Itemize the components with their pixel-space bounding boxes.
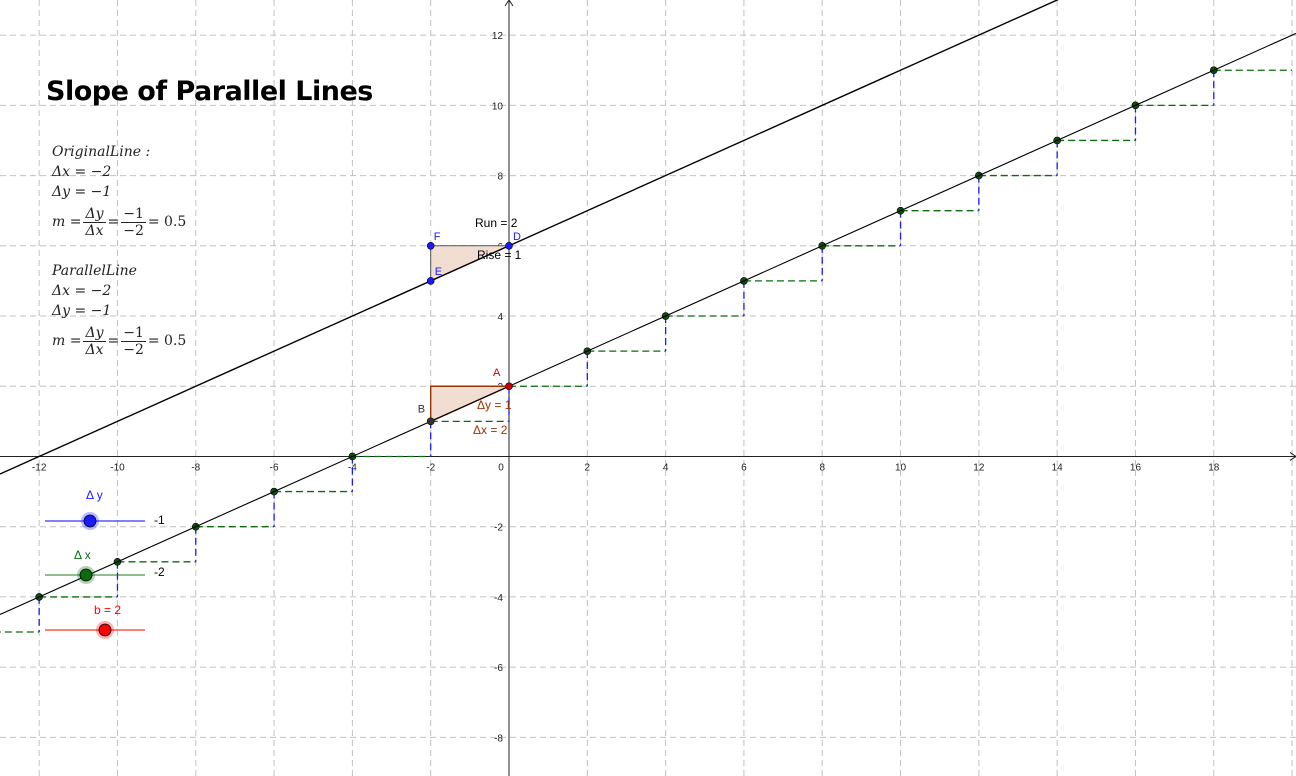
slider-delta-x-handle[interactable] xyxy=(79,568,93,582)
x-tick-label: -12 xyxy=(32,462,47,473)
y-tick-label: -8 xyxy=(494,733,503,744)
slider-delta-y-label: Δ y xyxy=(86,488,103,502)
delta-x-label: Δx = 2 xyxy=(473,423,508,437)
y-tick-label: 4 xyxy=(497,312,503,323)
x-tick-label: -2 xyxy=(426,462,435,473)
x-tick-label: 2 xyxy=(585,462,591,473)
slider-delta-x-value: -2 xyxy=(154,565,165,579)
rise-label: Rise = 1 xyxy=(477,248,522,262)
annotations: Run = 2 Rise = 1 Δy = 1 Δx = 2 xyxy=(473,216,522,437)
slider-b-label: b = 2 xyxy=(94,603,121,617)
original-dx: Δx = −2 xyxy=(52,164,112,180)
original-frac-delta: Δy Δx xyxy=(83,205,106,239)
original-dy: Δy = −1 xyxy=(52,184,112,200)
step-staircase xyxy=(0,66,1293,633)
y-axis-arrow xyxy=(504,0,514,7)
parallel-line[interactable] xyxy=(0,0,1296,475)
slider-delta-x[interactable]: Δ x -2 xyxy=(45,548,165,584)
point-label-B: B xyxy=(418,403,425,415)
parallel-frac-delta-den: Δx xyxy=(85,341,104,358)
slope-triangles xyxy=(429,245,510,423)
slider-delta-y-value: -1 xyxy=(154,513,165,527)
y-tick-label: -2 xyxy=(494,523,503,534)
x-tick-label: 16 xyxy=(1130,462,1142,473)
x-tick-label: 6 xyxy=(741,462,747,473)
original-m-result: = 0.5 xyxy=(147,214,187,230)
original-frac-values-num: −1 xyxy=(121,205,146,223)
x-axis-arrow xyxy=(1289,452,1296,461)
x-tick-label: 10 xyxy=(895,462,907,473)
x-tick-label: 8 xyxy=(819,462,825,473)
run-label: Run = 2 xyxy=(475,216,518,230)
parallel-dy: Δy = −1 xyxy=(52,303,112,319)
slider-delta-y-handle[interactable] xyxy=(83,514,97,528)
original-frac-delta-den: Δx xyxy=(85,222,104,239)
y-tick-label: 8 xyxy=(497,172,503,183)
x-tick-label: -6 xyxy=(270,462,279,473)
parallel-line-math: ParallelLine Δx = −2 Δy = −1 m = Δy Δx = … xyxy=(52,263,187,358)
x-tick-label: 12 xyxy=(973,462,985,473)
original-frac-values: −1 −2 xyxy=(121,206,146,239)
original-frac-delta-num: Δy xyxy=(83,205,106,223)
x-tick-label: 0 xyxy=(498,462,504,473)
parallel-heading: ParallelLine xyxy=(52,263,137,279)
point-label-E: E xyxy=(435,266,442,278)
slider-delta-x-label: Δ x xyxy=(74,548,91,562)
point-D[interactable] xyxy=(505,241,513,250)
original-m-prefix: m = xyxy=(52,214,82,230)
tick-labels: -12-10-8-6-4-2024681012141618-8-6-4-2246… xyxy=(32,31,1220,744)
y-tick-label: -4 xyxy=(494,593,503,604)
original-line-math: OriginalLine : Δx = −2 Δy = −1 m = Δy Δx … xyxy=(52,144,187,239)
point-E[interactable] xyxy=(426,277,435,285)
point-label-D: D xyxy=(513,231,521,243)
parallel-frac-values: −1 −2 xyxy=(121,325,146,358)
parallel-frac-values-den: −2 xyxy=(123,341,144,358)
parallel-m-prefix: m = xyxy=(52,333,82,349)
original-heading: OriginalLine : xyxy=(52,144,151,160)
point-B[interactable] xyxy=(426,417,435,426)
point-label-A: A xyxy=(493,367,501,379)
y-tick-label: 10 xyxy=(492,101,504,112)
sliders[interactable]: Δ y -1 Δ x -2 b = 2 xyxy=(45,488,165,639)
x-tick-label: 4 xyxy=(663,462,669,473)
original-line[interactable] xyxy=(0,32,1296,615)
slider-b-handle[interactable] xyxy=(98,623,112,637)
parallel-m-result: = 0.5 xyxy=(147,333,187,349)
point-label-F: F xyxy=(434,231,441,243)
x-tick-label: -8 xyxy=(191,462,200,473)
point-A[interactable] xyxy=(505,382,513,391)
parallel-dx: Δx = −2 xyxy=(52,283,112,299)
x-tick-label: 14 xyxy=(1052,462,1064,473)
y-tick-label: -6 xyxy=(494,663,503,674)
page-title: Slope of Parallel Lines xyxy=(46,76,373,107)
point-F[interactable] xyxy=(426,241,435,250)
original-frac-values-den: −2 xyxy=(123,222,144,239)
delta-y-label: Δy = 1 xyxy=(477,398,512,412)
parallel-frac-delta: Δy Δx xyxy=(83,324,106,358)
parallel-frac-values-num: −1 xyxy=(121,324,146,342)
parallel-frac-delta-num: Δy xyxy=(83,324,106,342)
x-tick-label: 18 xyxy=(1208,462,1220,473)
points[interactable]: A B D E F xyxy=(418,231,521,426)
slider-delta-y[interactable]: Δ y -1 xyxy=(45,488,165,530)
y-tick-label: 12 xyxy=(492,31,504,42)
lines xyxy=(0,0,1296,615)
x-tick-label: -10 xyxy=(110,462,125,473)
slider-b[interactable]: b = 2 xyxy=(45,603,145,639)
